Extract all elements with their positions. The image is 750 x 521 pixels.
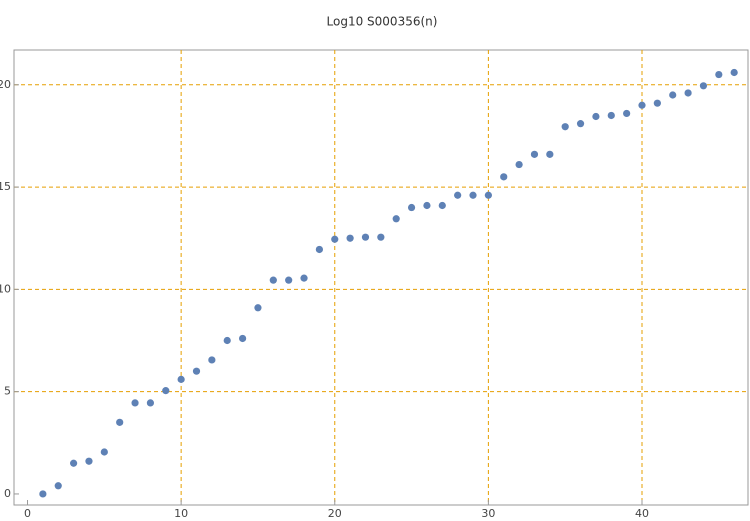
point: [669, 91, 677, 99]
point: [469, 191, 477, 199]
x-tick-label: 0: [24, 507, 31, 520]
point: [285, 276, 293, 284]
point: [238, 334, 247, 343]
point: [70, 459, 78, 467]
point: [715, 70, 723, 79]
point: [85, 457, 93, 465]
point: [116, 418, 124, 426]
point: [684, 89, 692, 97]
point: [39, 490, 47, 498]
point: [515, 160, 523, 169]
point: [607, 111, 615, 120]
point: [162, 387, 170, 395]
point: [54, 482, 62, 490]
point: [223, 336, 231, 345]
point: [423, 201, 431, 210]
point: [269, 276, 277, 284]
point: [208, 356, 216, 364]
y-tick-label: 10: [0, 282, 11, 295]
point: [331, 235, 339, 243]
y-tick-label: 5: [4, 385, 11, 398]
point: [254, 304, 262, 312]
point: [484, 191, 492, 199]
y-tick-label: 0: [4, 487, 11, 500]
point: [546, 150, 554, 158]
point: [438, 201, 446, 210]
point: [315, 245, 323, 254]
point: [500, 173, 508, 181]
chart-title: Log10 S000356(n): [327, 15, 438, 29]
point: [392, 215, 400, 223]
plot-frame: [13, 49, 749, 506]
point: [730, 68, 738, 77]
point: [192, 367, 201, 375]
point: [623, 109, 631, 118]
point: [300, 274, 308, 282]
point: [576, 120, 585, 128]
point: [131, 399, 139, 407]
point: [100, 448, 108, 456]
point: [530, 150, 539, 158]
point: [346, 234, 354, 242]
point: [699, 82, 708, 90]
x-tick-label: 30: [481, 507, 495, 520]
point: [653, 99, 661, 107]
point: [146, 399, 155, 407]
point: [561, 123, 569, 131]
point: [407, 203, 416, 212]
y-tick-label: 15: [0, 180, 11, 193]
point: [454, 191, 462, 199]
point: [592, 112, 600, 121]
point: [377, 233, 385, 241]
x-tick-label: 40: [635, 507, 649, 520]
point: [177, 375, 185, 383]
y-tick-label: 20: [0, 78, 11, 91]
point: [638, 101, 646, 109]
x-tick-label: 20: [328, 507, 342, 520]
point: [361, 233, 370, 241]
x-tick-label: 10: [174, 507, 188, 520]
